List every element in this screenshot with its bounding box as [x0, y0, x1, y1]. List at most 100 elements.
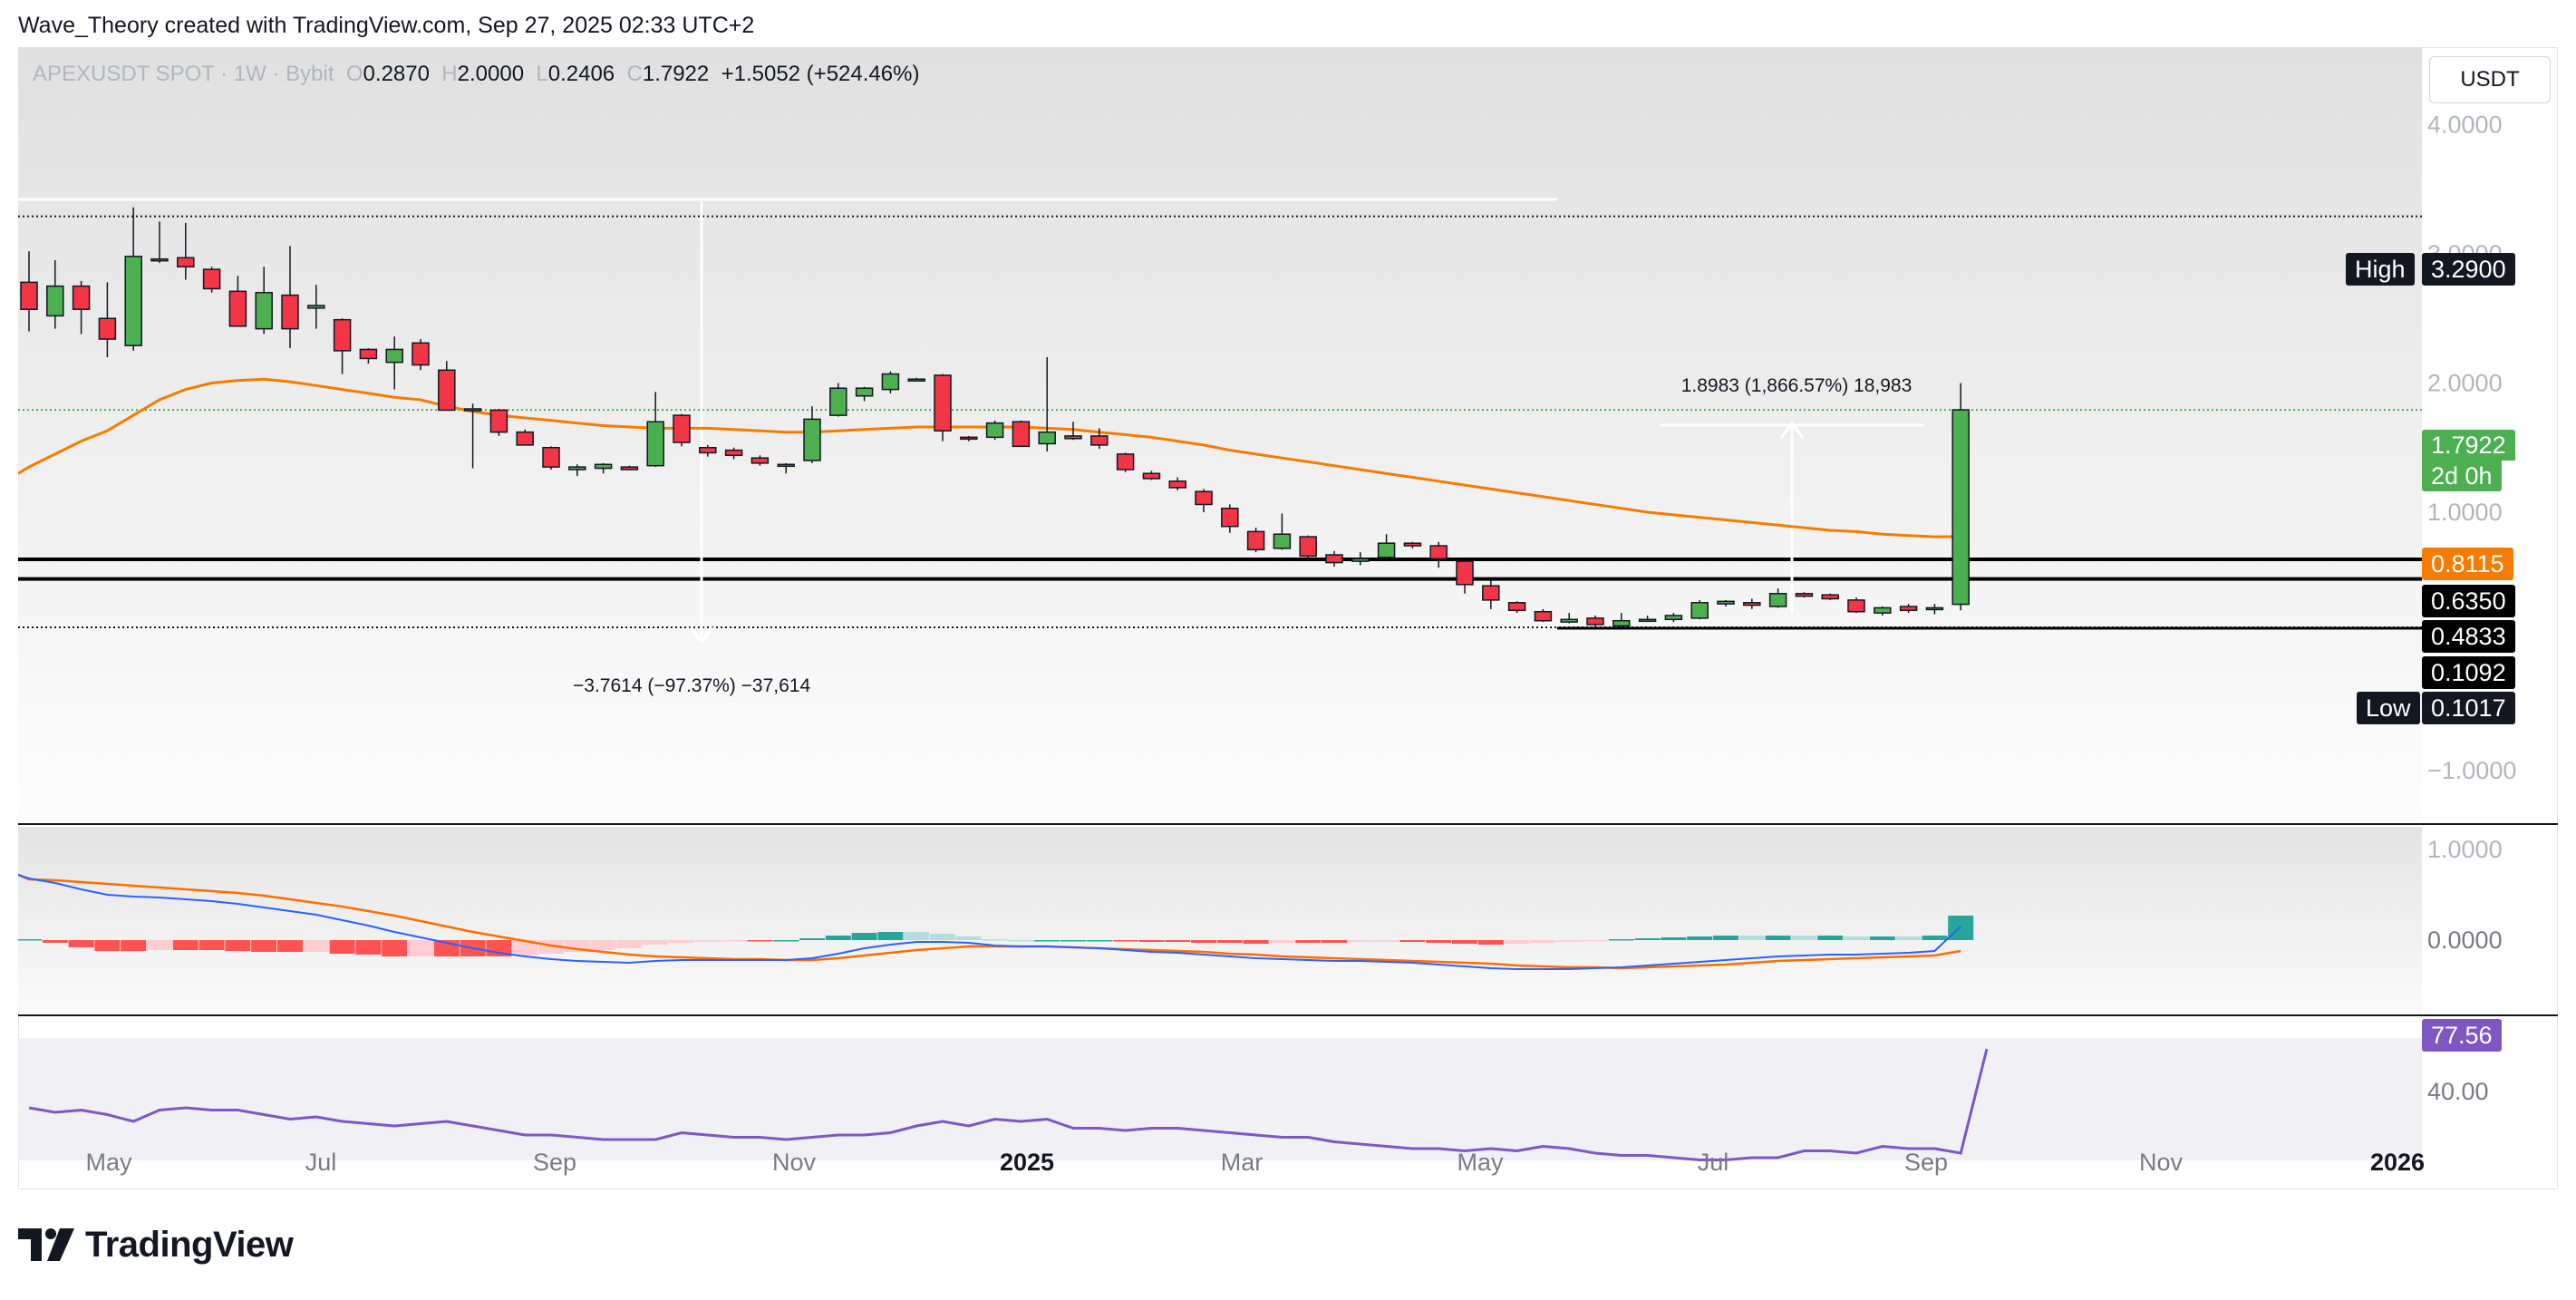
candle [385, 336, 403, 390]
candle-body [1299, 536, 1317, 558]
candle [333, 318, 352, 374]
macd-histogram-bar [1791, 936, 1817, 940]
candle-body [412, 342, 430, 366]
candle-body [1717, 600, 1735, 605]
legend-low: 0.2406 [547, 62, 615, 86]
macd-histogram-bar [851, 933, 877, 940]
attribution: Wave_Theory created with TradingView.com… [18, 13, 755, 38]
macd-histogram-bar [1060, 940, 1086, 942]
candle [516, 429, 534, 446]
candle-body [1142, 472, 1161, 480]
candle [255, 267, 273, 335]
macd-histogram-bar [721, 940, 747, 942]
macd-histogram-bar [1452, 940, 1477, 944]
macd-histogram-bar [1530, 940, 1556, 943]
rise-measure-arrow [1779, 421, 1805, 439]
candle [1768, 588, 1787, 608]
candle-body [1168, 480, 1186, 489]
macd-histogram-bar [616, 940, 643, 948]
level-3-tag: 0.1092 [2422, 656, 2515, 689]
candle-body [1351, 558, 1370, 562]
macd-histogram-bar [42, 940, 68, 943]
time-axis-label: 2026 [2370, 1149, 2425, 1176]
candle [1874, 606, 1892, 616]
high-value-tag: 3.2900 [2422, 253, 2515, 286]
candle-body [829, 387, 847, 416]
candle-body [150, 257, 169, 262]
candle-body [516, 431, 534, 446]
candle [359, 348, 378, 364]
low-label-tag: Low [2357, 692, 2420, 724]
macd-histogram-bar [1216, 940, 1243, 943]
candle [542, 446, 560, 470]
candle-body [1925, 606, 1944, 611]
candle [1195, 489, 1213, 512]
drop-measure-label: −3.7614 (−97.37%) −37,614 [573, 675, 810, 696]
candle [412, 339, 430, 371]
macd-histogram-bar [1869, 936, 1895, 940]
candle-body [1429, 545, 1448, 560]
candle-body [881, 373, 900, 391]
candle-body [1038, 431, 1056, 445]
macd-histogram-bar [1322, 940, 1347, 943]
macd-histogram-bar [1191, 940, 1216, 943]
legend-symbol: APEXUSDT SPOT · 1W · Bybit [33, 62, 334, 86]
candle-body [985, 422, 1004, 439]
candle-body [1874, 606, 1892, 614]
candle-body [1612, 619, 1631, 627]
legend-high-label: H [441, 62, 458, 86]
candle-body [98, 317, 117, 340]
candle [594, 462, 613, 474]
tradingview-logo[interactable]: TradingView [18, 1222, 294, 1267]
macd-histogram-bar [982, 939, 1008, 941]
macd-histogram-bar [1608, 939, 1634, 941]
currency-button[interactable]: USDT [2429, 56, 2551, 103]
macd-histogram-bar [930, 934, 955, 940]
candle [1299, 535, 1317, 560]
candle-body [177, 257, 195, 267]
legend-close-label: C [626, 62, 643, 86]
candle [46, 260, 64, 329]
candle-body [1560, 618, 1578, 623]
candle [1586, 616, 1604, 629]
candle-body [1638, 618, 1657, 623]
brand-name: TradingView [85, 1224, 294, 1265]
price-tick-label: 1.0000 [2427, 499, 2503, 526]
candle [1012, 420, 1031, 448]
macd-histogram-bar [1347, 940, 1373, 942]
candle [1482, 580, 1500, 609]
candle-body [202, 268, 221, 290]
candle-body [1768, 593, 1787, 607]
legend-open: 0.2870 [363, 62, 430, 86]
candle-body [1482, 585, 1500, 601]
candle-body [1586, 617, 1604, 626]
candle-body [934, 374, 952, 432]
macd-histogram-bar [512, 940, 538, 956]
candle-body [1821, 594, 1839, 600]
candle-body [1664, 615, 1683, 621]
macd-histogram-bar [1138, 940, 1165, 942]
candle [751, 455, 770, 466]
candle-body [1090, 435, 1109, 446]
macd-histogram-bar [1373, 940, 1399, 942]
macd-histogram-bar [1112, 940, 1138, 942]
candle-body [594, 463, 613, 470]
candle [124, 207, 142, 351]
candle-body [724, 449, 743, 457]
candle-body [255, 292, 273, 330]
time-axis-label: Nov [772, 1149, 817, 1176]
macd-histogram-bar [1399, 940, 1426, 942]
candle [934, 374, 952, 441]
macd-histogram-bar [1634, 938, 1661, 940]
legend-change: +1.5052 (+524.46%) [721, 62, 920, 86]
price-tick-label: 2.0000 [2427, 370, 2503, 397]
candle-body [281, 294, 299, 330]
candle-body [307, 305, 325, 309]
macd-histogram-bar [825, 936, 851, 940]
macd-histogram-bar [382, 940, 408, 956]
drop-measure-arrow [689, 626, 714, 645]
candle-body [20, 281, 38, 311]
candle-body [907, 378, 925, 382]
candle [202, 267, 221, 293]
